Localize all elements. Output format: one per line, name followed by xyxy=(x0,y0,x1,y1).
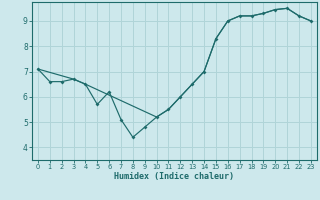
X-axis label: Humidex (Indice chaleur): Humidex (Indice chaleur) xyxy=(115,172,234,181)
